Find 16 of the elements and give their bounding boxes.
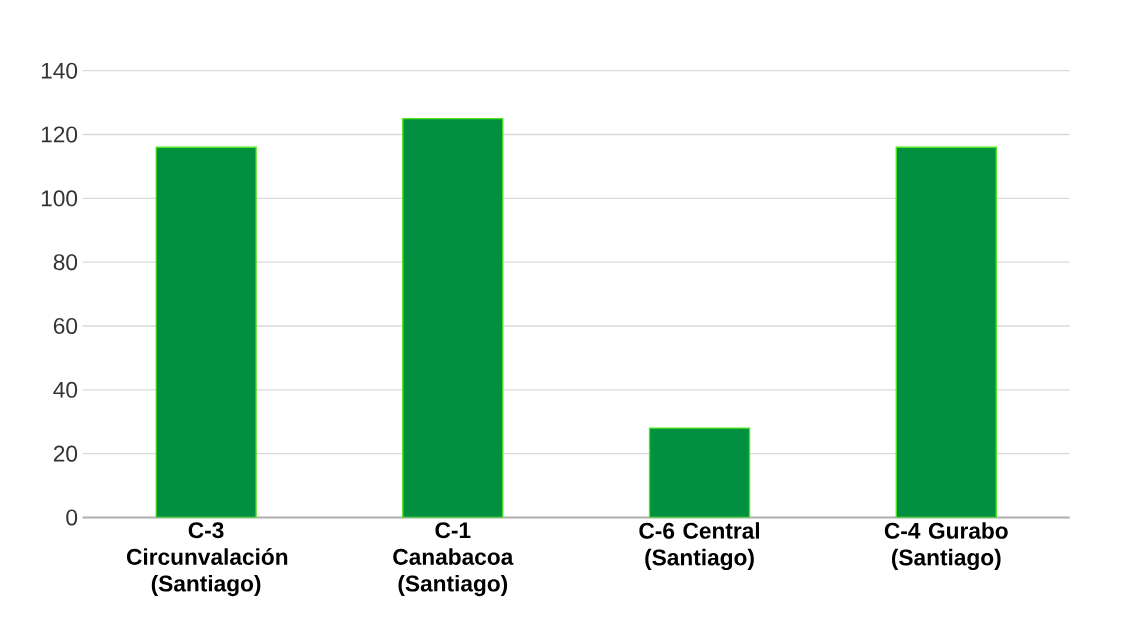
bar <box>895 146 997 518</box>
bar <box>402 118 504 518</box>
y-tick-label: 40 <box>53 382 78 399</box>
bar <box>648 427 751 518</box>
x-tick-label: C-3 Circunvalación (Santiago) <box>126 522 288 597</box>
x-tick-label: C-6 Central (Santiago) <box>639 522 759 571</box>
y-tick-label: 0 <box>66 509 78 526</box>
y-tick-label: 120 <box>41 126 78 143</box>
y-tick-label: 20 <box>53 445 78 462</box>
y-tick-label: 140 <box>41 62 78 79</box>
x-tick-label: C-4 Gurabo (Santiago) <box>884 522 1008 571</box>
y-tick-label: 100 <box>41 190 78 207</box>
x-tick-label: C-1 Canabacoa (Santiago) <box>393 522 514 597</box>
y-tick-label: 80 <box>53 254 78 271</box>
y-tick-label: 60 <box>53 318 78 335</box>
bar <box>155 146 257 518</box>
